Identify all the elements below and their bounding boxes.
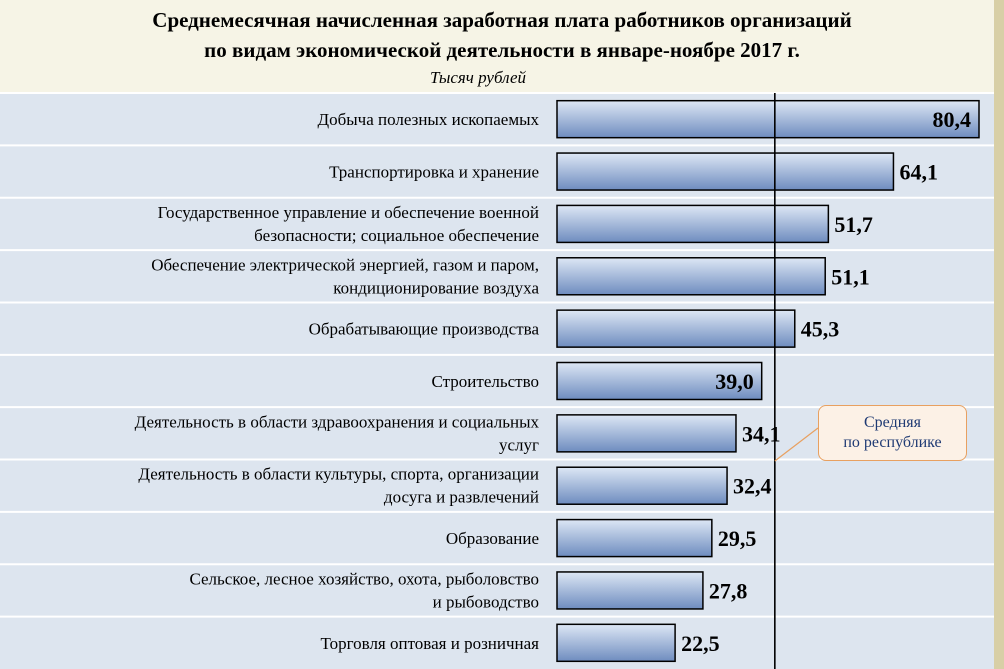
category-label: Сельское, лесное хозяйство, охота, рыбол… — [189, 569, 539, 611]
title-background — [0, 0, 1004, 92]
value-label: 32,4 — [733, 474, 772, 499]
value-label: 27,8 — [709, 578, 748, 603]
bar — [556, 309, 796, 348]
value-label: 51,1 — [831, 264, 870, 289]
category-label: Государственное управление и обеспечение… — [158, 203, 539, 245]
bar — [556, 414, 737, 453]
chart-title-line-2: по видам экономической деятельности в ян… — [204, 38, 800, 62]
category-label: Образование — [446, 529, 539, 548]
category-label: Обрабатывающие производства — [309, 320, 540, 339]
value-label: 39,0 — [715, 369, 754, 394]
bar — [556, 257, 826, 296]
category-label: Транспортировка и хранение — [329, 163, 539, 182]
row-band — [0, 511, 994, 565]
category-label: Строительство — [432, 372, 539, 391]
row-band — [0, 354, 994, 408]
category-label: Торговля оптовая и розничная — [320, 634, 539, 653]
category-label: Деятельность в области культуры, спорта,… — [138, 465, 539, 507]
row-band — [0, 250, 994, 303]
unit-label: Тысяч рублей — [430, 68, 526, 87]
bar — [556, 204, 830, 244]
row-band — [0, 616, 994, 669]
bar — [556, 361, 763, 401]
row-band — [0, 459, 994, 512]
average-label-line-2: по республике — [843, 434, 942, 451]
bar — [556, 571, 704, 610]
value-label: 45,3 — [801, 317, 840, 342]
bars — [556, 99, 980, 663]
row-band — [0, 564, 994, 617]
callout-pointer-line — [774, 427, 819, 462]
right-edge-accent — [994, 0, 1004, 669]
row-band — [0, 302, 994, 355]
value-label: 29,5 — [718, 526, 757, 551]
value-label: 64,1 — [899, 160, 938, 185]
bar — [556, 99, 980, 139]
average-label-line-1: Средняя — [864, 414, 921, 431]
category-label: Добыча полезных ископаемых — [317, 110, 539, 129]
bar — [556, 152, 895, 191]
value-label: 80,4 — [933, 107, 972, 132]
value-label: 34,1 — [742, 421, 781, 446]
value-label: 51,7 — [834, 212, 873, 237]
category-label: Деятельность в области здравоохранения и… — [135, 412, 540, 454]
bar — [556, 466, 728, 505]
bar — [556, 518, 713, 558]
average-legend-callout: Средняя по республике — [818, 405, 967, 461]
chart-title-line-1: Среднемесячная начисленная заработная пл… — [152, 8, 852, 32]
category-label: Обеспечение электрической энергией, газо… — [151, 255, 539, 297]
bar — [556, 623, 676, 663]
category-labels: Добыча полезных ископаемых Транспортировк… — [135, 110, 540, 653]
value-label: 22,5 — [681, 631, 720, 656]
value-labels: 80,4 64,1 51,7 51,1 45,3 39,0 34,1 32,4 29,5 27,8… — [681, 107, 971, 656]
